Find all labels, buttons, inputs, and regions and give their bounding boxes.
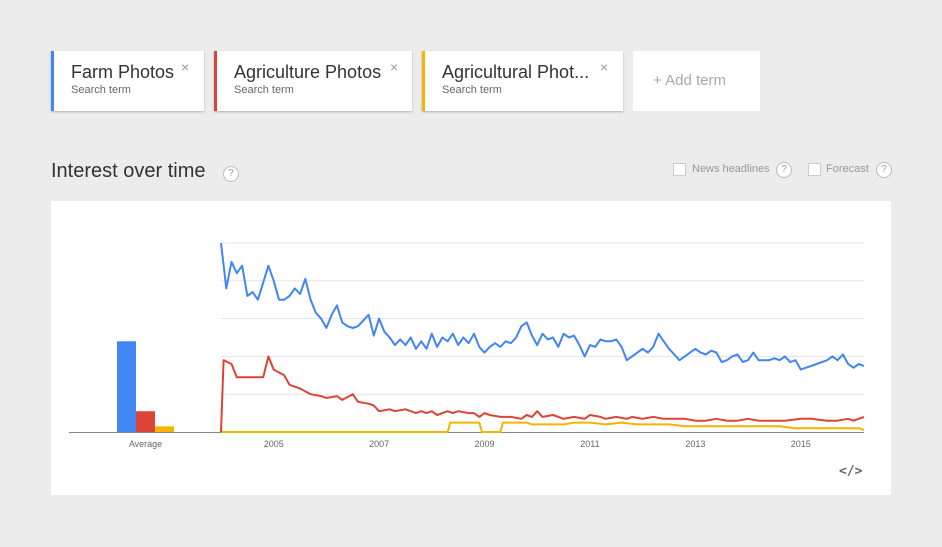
news-headlines-checkbox[interactable] [673, 163, 686, 176]
x-tick-label: 2009 [475, 439, 495, 449]
term-color-bar [422, 51, 425, 111]
series-line [221, 421, 865, 433]
embed-code-icon[interactable]: </> [839, 464, 863, 479]
x-tick-label: 2005 [264, 439, 284, 449]
average-label: Average [129, 439, 162, 449]
forecast-checkbox[interactable] [808, 163, 821, 176]
term-name: Farm Photos [71, 62, 175, 82]
close-icon[interactable]: × [600, 59, 609, 75]
series-line [220, 355, 865, 433]
term-subtitle: Search term [234, 84, 294, 96]
add-term-button[interactable]: + Add term [633, 51, 760, 111]
help-icon[interactable]: ? [876, 162, 892, 178]
section-title: Interest over time [51, 160, 206, 182]
term-subtitle: Search term [442, 84, 502, 96]
term-card-farm-photos[interactable]: Farm Photos Search term × [51, 51, 204, 111]
term-color-bar [214, 51, 217, 111]
forecast-label: Forecast [826, 163, 869, 175]
term-color-bar [51, 51, 54, 111]
term-name: Agricultural Phot... [442, 62, 590, 82]
term-card-agricultural-photos[interactable]: Agricultural Phot... Search term × [422, 51, 623, 111]
average-bar [136, 411, 155, 432]
close-icon[interactable]: × [390, 59, 399, 75]
term-card-agriculture-photos[interactable]: Agriculture Photos Search term × [214, 51, 412, 111]
interest-over-time-chart: Average 2005 2007 2009 2011 2013 2015 [51, 201, 891, 495]
x-tick-label: 2013 [685, 439, 705, 449]
average-bar [155, 426, 174, 432]
help-icon[interactable]: ? [223, 166, 239, 182]
help-icon[interactable]: ? [776, 162, 792, 178]
x-tick-label: 2015 [791, 439, 811, 449]
x-tick-label: 2011 [580, 439, 599, 449]
series-line [220, 242, 865, 371]
term-name: Agriculture Photos [234, 62, 382, 82]
news-headlines-label: News headlines [692, 163, 770, 175]
chart-svg: Average 2005 2007 2009 2011 2013 2015 [69, 242, 865, 449]
average-bar [117, 341, 136, 432]
term-subtitle: Search term [71, 84, 131, 96]
x-tick-label: 2007 [369, 439, 389, 449]
close-icon[interactable]: × [181, 59, 190, 75]
